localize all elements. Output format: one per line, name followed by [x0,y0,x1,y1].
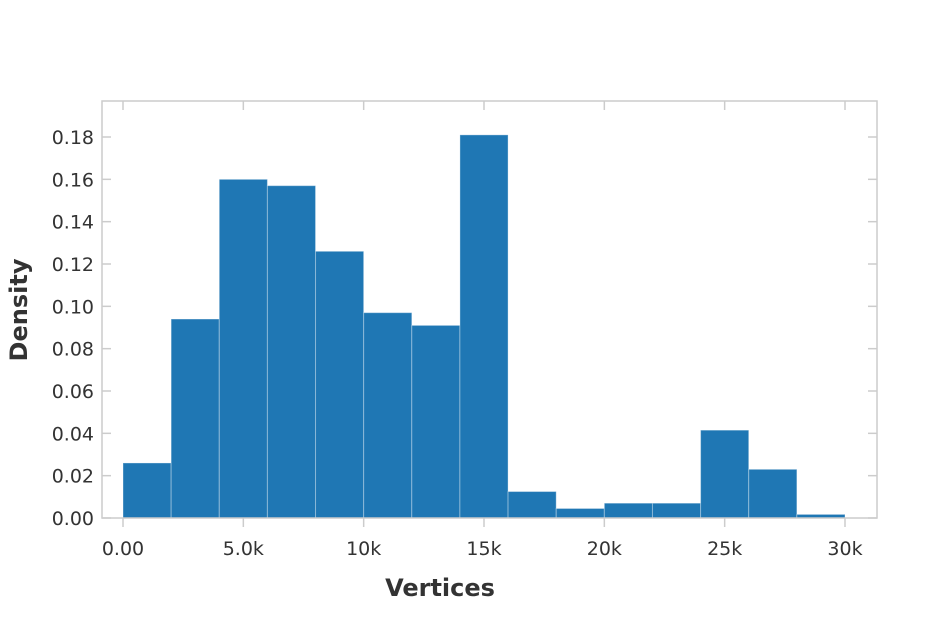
plot-frame [101,100,878,519]
histogram-bar-6 [411,324,461,519]
y-tick-label-6: 0.12 [52,254,94,276]
x-axis-title: Vertices [385,574,495,602]
histogram-bar-13 [748,468,798,519]
y-tick-label-8: 0.16 [52,169,94,191]
x-tick-label-3: 15k [466,538,501,560]
x-axis: 0.00 5.0k 10k 15k 20k 25k 30k [102,101,863,560]
plot-border [101,100,878,519]
y-tick-label-3: 0.06 [52,381,94,403]
histogram-bar-1 [170,318,220,519]
y-tick-label-9: 0.18 [52,127,94,149]
y-tick-label-2: 0.04 [52,423,94,445]
histogram-bar-12 [700,429,750,519]
histogram-bar-7 [459,134,509,519]
histogram-bar-5 [363,312,413,519]
histogram-bar-11 [651,502,702,519]
y-tick-label-0: 0.00 [52,508,94,530]
y-tick-label-1: 0.02 [52,466,94,488]
histogram-bar-3 [266,185,317,519]
histogram-bar-0 [122,462,172,519]
histogram-bar-4 [315,250,365,519]
x-tick-label-2: 10k [346,538,381,560]
y-tick-label-4: 0.08 [52,339,94,361]
histogram-bar-2 [218,178,268,519]
histogram-bar-8 [507,491,557,519]
x-tick-label-4: 20k [587,538,622,560]
y-tick-label-7: 0.14 [52,212,94,234]
histogram-bar-9 [555,507,605,519]
y-axis-title: Density [5,258,33,361]
x-tick-label-0: 0.00 [102,538,144,560]
x-tick-label-6: 30k [827,538,862,560]
histogram-bar-10 [603,502,653,519]
x-tick-label-1: 5.0k [223,538,264,560]
x-tick-label-5: 25k [707,538,742,560]
bars-layer [122,134,846,519]
y-tick-label-5: 0.10 [52,296,94,318]
y-axis: 0.00 0.02 0.04 0.06 0.08 0.10 0.12 0.14 0.16 0.18 [52,127,877,530]
